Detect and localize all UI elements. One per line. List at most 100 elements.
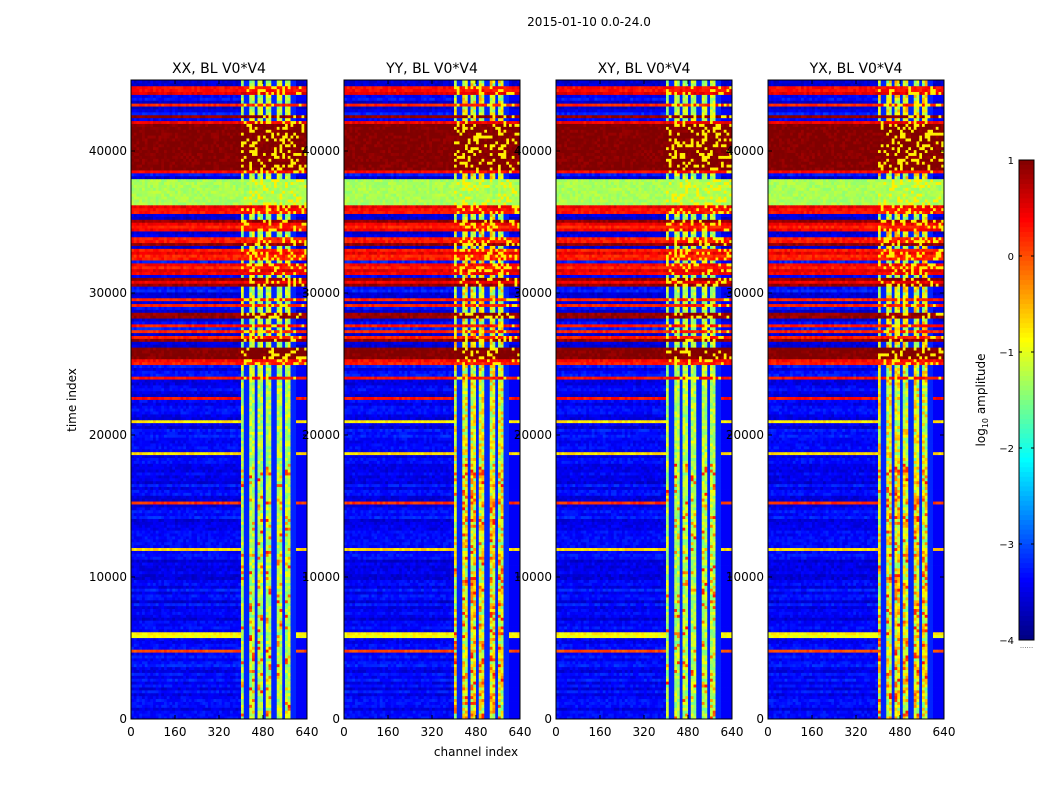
heatmap-cell [214,699,217,702]
heatmap-cell [142,693,145,696]
heatmap-cell [153,707,156,710]
heatmap-cell [288,713,291,716]
heatmap-cell [222,702,225,705]
heatmap-cell [172,693,175,696]
heatmap-cell [249,702,252,705]
heatmap-cell [134,693,137,696]
heatmap-cell [293,702,296,705]
heatmap-cell [159,699,162,702]
heatmap-cell [236,713,239,716]
heatmap-cell [205,707,208,710]
heatmap-cell [244,704,247,707]
heatmap-cell [233,704,236,707]
heatmap-cell [181,699,184,702]
heatmap-cell [205,699,208,702]
heatmap-cell [299,699,302,702]
heatmap-cell [156,699,159,702]
heatmap-cell [214,713,217,716]
heatmap-cell [186,702,189,705]
heatmap-cell [208,702,211,705]
heatmap-cell [288,704,291,707]
heatmap-cell [156,710,159,713]
heatmap-cell [150,693,153,696]
heatmap-cell [260,704,263,707]
heatmap-cell [285,713,288,716]
heatmap-cell [134,699,137,702]
heatmap-cell [203,710,206,713]
heatmap-cell [205,693,208,696]
heatmap-cell [291,707,294,710]
heatmap-cell [181,702,184,705]
heatmap-cell [238,707,241,710]
heatmap-cell [233,699,236,702]
heatmap-cell [285,702,288,705]
heatmap-cell [302,702,305,705]
heatmap-cell [269,707,272,710]
heatmap-cell [299,704,302,707]
heatmap-cell [161,702,164,705]
heatmap-cell [258,702,261,705]
heatmap-cell [178,710,181,713]
heatmap-cell [296,696,299,699]
heatmap-cell [211,702,214,705]
heatmap-cell [266,699,269,702]
heatmap-cell [263,704,266,707]
heatmap-cell [150,707,153,710]
heatmap-cell [145,696,148,699]
heatmap-cell [269,702,272,705]
heatmap-cell [277,702,280,705]
heatmap-cell [214,696,217,699]
heatmap-cell [216,693,219,696]
heatmap-cell [238,702,241,705]
heatmap-cell [233,707,236,710]
heatmap-cell [238,696,241,699]
heatmap-cell [214,702,217,705]
heatmap-cell [249,699,252,702]
heatmap-cell [134,713,137,716]
heatmap-cell [200,710,203,713]
heatmap-cell [260,696,263,699]
heatmap-cell [205,704,208,707]
heatmap-cell [161,713,164,716]
heatmap-cell [181,693,184,696]
heatmap-cell [277,713,280,716]
heatmap-cell [219,696,222,699]
figure: 2015-01-10 0.0-24.0 channel index time i… [0,0,1050,800]
heatmap-cell [211,696,214,699]
heatmap-cell [271,713,274,716]
heatmap-cell [291,699,294,702]
heatmap-cell [186,699,189,702]
heatmap-cell [175,699,178,702]
heatmap-cell [252,704,255,707]
heatmap-cell [236,699,239,702]
heatmap-cell [288,699,291,702]
heatmap-cell [296,702,299,705]
heatmap-cell [178,693,181,696]
heatmap-cell [216,710,219,713]
heatmap-cell [159,707,162,710]
heatmap-cell [192,710,195,713]
heatmap-cell [285,696,288,699]
heatmap-cell [167,713,170,716]
heatmap-cell [167,707,170,710]
heatmap-cell [269,710,272,713]
heatmap-cell [227,707,230,710]
heatmap-cell [227,693,230,696]
heatmap-cell [145,713,148,716]
heatmap-cell [244,713,247,716]
heatmap-cell [274,702,277,705]
heatmap-cell [285,710,288,713]
heatmap-cell [189,696,192,699]
heatmap-cell [200,702,203,705]
heatmap-cell [291,713,294,716]
heatmap-cell [186,707,189,710]
heatmap-cell [156,702,159,705]
heatmap-cell [134,710,137,713]
heatmap-cell [194,702,197,705]
heatmap-cell [233,696,236,699]
heatmap-cell [255,707,258,710]
heatmap-cell [181,710,184,713]
heatmap-cell [260,710,263,713]
heatmap-cell [222,713,225,716]
heatmap-cell [271,704,274,707]
